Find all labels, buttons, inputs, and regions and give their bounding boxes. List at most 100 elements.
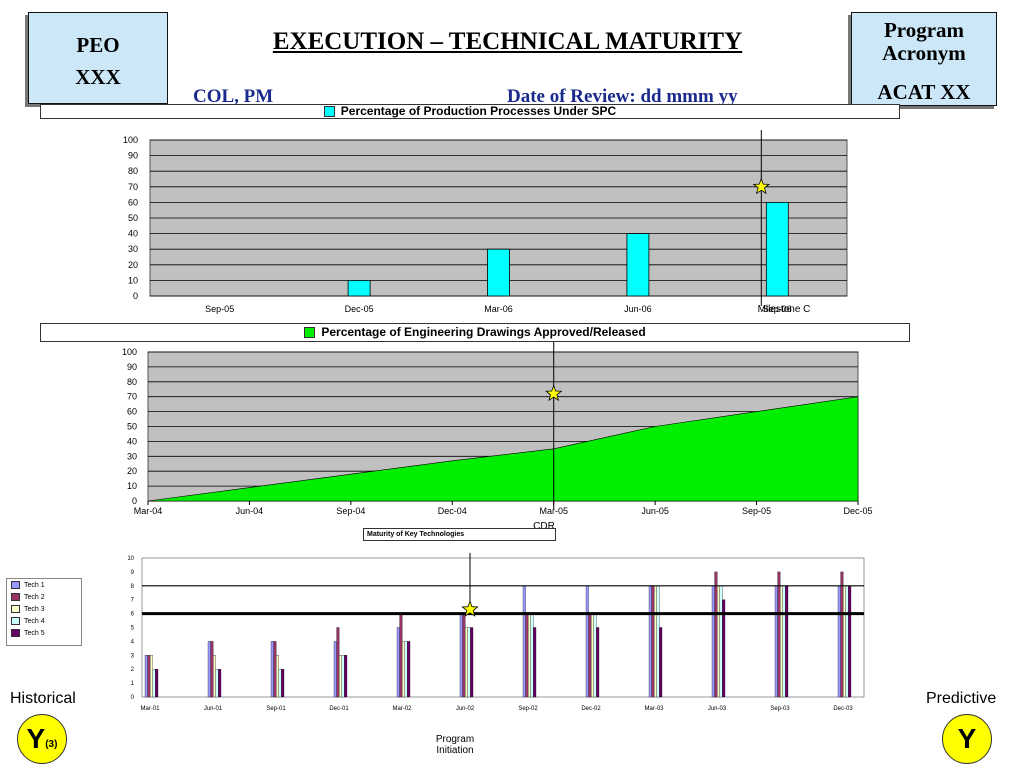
chart3-bar — [656, 585, 660, 698]
chart3-y-tick: 8 — [131, 584, 135, 590]
chart3-bar — [407, 641, 411, 698]
chart3-x-tick: Dec-01 — [329, 706, 349, 712]
chart1-x-tick: Dec-05 — [345, 304, 374, 314]
chart1-y-tick: 20 — [128, 260, 138, 270]
historical-y: Y — [26, 723, 46, 754]
chart3-bar — [848, 585, 852, 698]
chart3-bar — [837, 585, 841, 698]
col-pm: COL, PM — [193, 86, 274, 107]
legend-label: Tech 3 — [24, 605, 45, 613]
chart1-legend: Percentage of Production Processes Under… — [40, 104, 900, 119]
chart3-bar — [593, 613, 597, 698]
chart2-y-tick: 20 — [127, 466, 137, 476]
chart3-bar — [144, 655, 148, 698]
legend-label: Tech 5 — [24, 629, 45, 637]
chart1-y-tick: 10 — [128, 275, 138, 285]
chart2-y-tick: 40 — [127, 436, 137, 446]
chart2-x-tick: Mar-04 — [134, 506, 163, 516]
chart3-title: Maturity of Key Technologies — [363, 528, 556, 541]
chart3-bar — [717, 585, 720, 698]
chart2-x-tick: Jun-04 — [236, 506, 264, 516]
chart2-y-tick: 10 — [127, 481, 137, 491]
chart1-y-tick: 70 — [128, 182, 138, 192]
chart3-bar — [155, 669, 159, 698]
chart3-x-tick: Mar-03 — [644, 706, 664, 712]
chart3-y-tick: 4 — [131, 639, 135, 645]
chart1-legend-swatch — [323, 106, 335, 118]
chart3-bar — [344, 655, 348, 698]
chart3-bar — [467, 627, 471, 698]
chart3-bar — [774, 585, 778, 698]
chart2-y-tick: 50 — [127, 422, 137, 432]
chart3-bar — [785, 585, 789, 698]
chart1-bar — [487, 248, 510, 297]
chart3-x-tick: Jun-01 — [204, 706, 223, 712]
date-of-review: Date of Review: dd mmm yy — [507, 86, 738, 107]
chart1-y-tick: 0 — [133, 291, 138, 301]
chart3-y-tick: 0 — [131, 695, 135, 701]
initiation-star-icon — [461, 600, 479, 617]
chart3-bar — [651, 585, 655, 698]
chart2-x-tick: Mar-05 — [539, 506, 568, 516]
chart3-plot-area — [141, 557, 865, 698]
chart3-legend: Tech 1 Tech 2 Tech 3 Tech 4 Tech 5 — [6, 578, 82, 646]
program-line1: Program — [883, 18, 965, 42]
chart3-bar — [465, 627, 468, 698]
chart2-x-tick: Jun-05 — [641, 506, 669, 516]
chart3-y-tick: 6 — [131, 612, 135, 618]
historical-note: (3) — [45, 738, 58, 750]
chart3-bar — [525, 613, 529, 698]
chart3-y-tick: 1 — [131, 681, 135, 687]
peo-value: XXX — [75, 65, 121, 89]
predictive-indicator: Y — [942, 714, 992, 764]
legend-label: Tech 1 — [24, 581, 45, 589]
chart3-y-tick: 7 — [131, 598, 135, 604]
chart3-bar — [659, 627, 663, 698]
chart1-y-tick: 30 — [128, 244, 138, 254]
legend-swatch — [11, 581, 20, 589]
chart3-bar — [719, 585, 723, 698]
chart3-bar — [840, 571, 844, 698]
chart2-y-tick: 70 — [127, 392, 137, 402]
chart3-bar — [777, 571, 781, 698]
chart3-bar — [585, 585, 589, 698]
legend-item: Tech 3 — [7, 603, 81, 615]
chart3-x-tick: Sep-02 — [518, 706, 538, 712]
page-title: EXECUTION – TECHNICAL MATURITY — [272, 28, 743, 55]
chart2-y-tick: 100 — [122, 347, 137, 357]
legend-label: Tech 4 — [24, 617, 45, 625]
chart3-bar — [215, 669, 219, 698]
chart3-bar — [339, 655, 342, 698]
legend-swatch — [11, 629, 20, 637]
chart3-bar — [147, 655, 151, 698]
chart3-bar — [404, 641, 408, 698]
chart1-x-tick: Jun-06 — [624, 304, 652, 314]
cdr-label: CDR — [533, 521, 555, 532]
chart2-y-tick: 80 — [127, 377, 137, 387]
legend-item: Tech 2 — [7, 591, 81, 603]
chart3-y-tick: 2 — [131, 667, 135, 673]
chart3-x-tick: Sep-03 — [770, 706, 790, 712]
chart2-y-tick: 90 — [127, 362, 137, 372]
chart1-y-tick: 90 — [128, 151, 138, 161]
chart3-bar — [341, 655, 345, 698]
chart3-bar — [533, 627, 537, 698]
chart1-y-tick: 40 — [128, 229, 138, 239]
legend-item: Tech 5 — [7, 627, 81, 639]
chart1-title: Percentage of Production Processes Under… — [340, 104, 617, 118]
chart3-bar — [530, 613, 534, 698]
chart3-y-tick: 5 — [131, 626, 135, 632]
legend-swatch — [11, 605, 20, 613]
chart3-bar — [396, 627, 400, 698]
chart3-bar — [591, 613, 594, 698]
chart3-bar — [207, 641, 211, 698]
chart2-svg: 0 10 20 30 40 50 60 70 80 90 100 Mar-04 Jun-04 Sep-04… — [122, 342, 873, 516]
chart1-y-tick: 50 — [128, 213, 138, 223]
milestone-c-label: Milestone C — [757, 304, 811, 315]
chart3-bar — [470, 627, 474, 698]
chart3-bar — [150, 655, 153, 698]
predictive-y: Y — [957, 723, 977, 754]
legend-swatch — [11, 617, 20, 625]
chart3-bar — [336, 627, 340, 698]
acat-label: ACAT XX — [877, 80, 971, 104]
